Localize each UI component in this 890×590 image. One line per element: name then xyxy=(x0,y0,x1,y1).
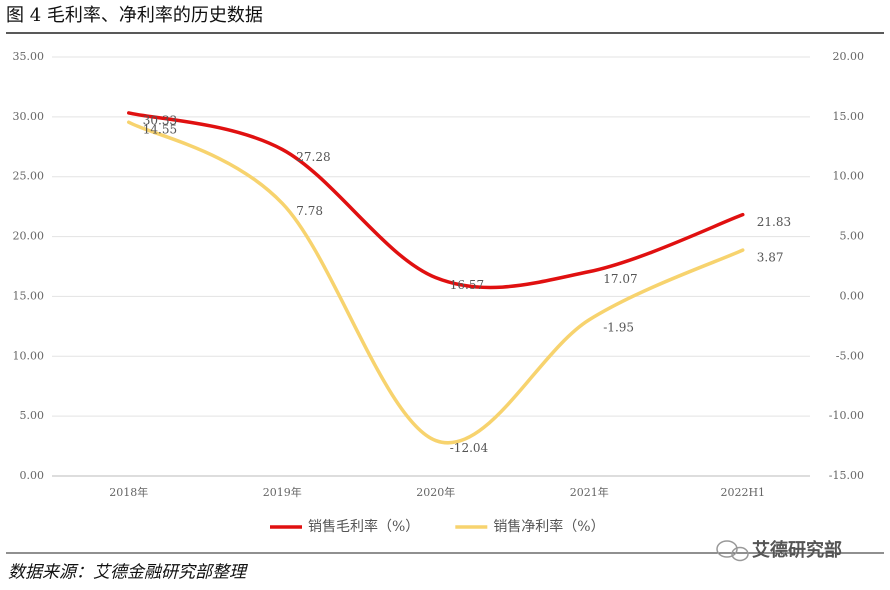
y2-tick-label: 20.00 xyxy=(833,50,865,63)
chart-title: 图 4 毛利率、净利率的历史数据 xyxy=(6,5,263,26)
y-tick-label: 5.00 xyxy=(20,409,45,422)
y-tick-label: 35.00 xyxy=(13,50,45,63)
x-tick-label: 2021年 xyxy=(570,485,609,499)
data-label: 16.57 xyxy=(450,278,484,292)
y2-tick-label: -15.00 xyxy=(829,469,864,482)
x-tick-label: 2020年 xyxy=(416,485,455,499)
data-label: -1.95 xyxy=(603,320,634,334)
watermark-icon xyxy=(716,540,749,562)
legend-label: 销售净利率（%） xyxy=(493,518,604,535)
y2-tick-label: 0.00 xyxy=(840,289,865,302)
x-tick-label: 2022H1 xyxy=(720,486,765,499)
y2-tick-label: 10.00 xyxy=(833,170,865,183)
data-label: 17.07 xyxy=(603,272,637,286)
data-label: 7.78 xyxy=(296,204,323,218)
y-tick-label: 20.00 xyxy=(13,230,45,243)
y-tick-label: 15.00 xyxy=(13,289,45,302)
y2-tick-label: 15.00 xyxy=(833,110,865,123)
data-label: 30.33 xyxy=(143,113,177,127)
data-label: 3.87 xyxy=(757,251,784,265)
x-tick-label: 2018年 xyxy=(109,485,148,499)
y-tick-label: 25.00 xyxy=(13,170,45,183)
series-line xyxy=(127,111,745,290)
y-tick-label: 0.00 xyxy=(20,469,45,482)
data-label: 27.28 xyxy=(296,150,330,164)
y-tick-label: 10.00 xyxy=(13,349,45,362)
y-tick-label: 30.00 xyxy=(13,110,45,123)
data-label: 14.55 xyxy=(143,123,177,137)
legend-label: 销售毛利率（%） xyxy=(308,518,419,535)
x-tick-label: 2019年 xyxy=(263,485,302,499)
legend: 销售毛利率（%） 销售净利率（%） xyxy=(270,518,605,535)
series-line xyxy=(127,120,745,445)
data-label: -12.04 xyxy=(450,441,489,455)
y2-tick-label: -5.00 xyxy=(836,349,864,362)
watermark: 艾德研究部 xyxy=(752,539,842,561)
data-label: 21.83 xyxy=(757,215,791,229)
source-note: 数据来源：艾德金融研究部整理 xyxy=(8,563,248,583)
y2-tick-label: -10.00 xyxy=(829,409,864,422)
plot-area: 0.00 5.00 10.00 15.00 20.00 25.00 30.00 35.00 -1… xyxy=(13,50,865,535)
y2-tick-label: 5.00 xyxy=(840,230,865,243)
